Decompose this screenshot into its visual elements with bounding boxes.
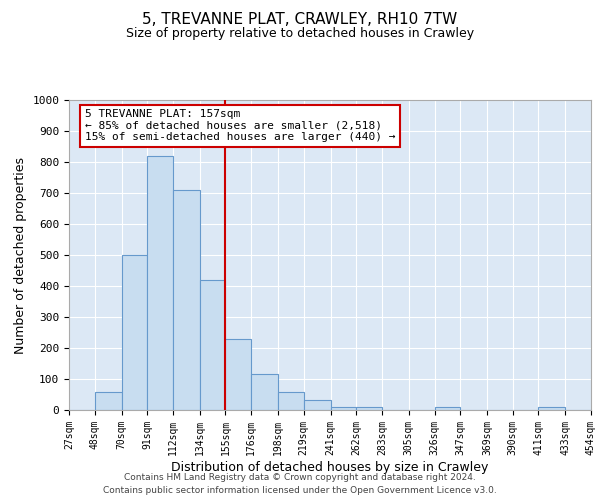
Bar: [251, 374, 278, 410]
Bar: [95, 392, 122, 410]
Text: Contains HM Land Registry data © Crown copyright and database right 2024.: Contains HM Land Registry data © Crown c…: [124, 472, 476, 482]
Bar: [278, 392, 304, 410]
Bar: [304, 400, 331, 410]
Text: Contains public sector information licensed under the Open Government Licence v3: Contains public sector information licen…: [103, 486, 497, 495]
Bar: [331, 407, 356, 410]
Y-axis label: Number of detached properties: Number of detached properties: [14, 156, 27, 354]
Bar: [226, 338, 251, 410]
Text: 5, TREVANNE PLAT, CRAWLEY, RH10 7TW: 5, TREVANNE PLAT, CRAWLEY, RH10 7TW: [142, 12, 458, 28]
Bar: [200, 280, 226, 410]
Bar: [173, 190, 200, 410]
Text: 5 TREVANNE PLAT: 157sqm
← 85% of detached houses are smaller (2,518)
15% of semi: 5 TREVANNE PLAT: 157sqm ← 85% of detache…: [85, 110, 395, 142]
Text: Size of property relative to detached houses in Crawley: Size of property relative to detached ho…: [126, 28, 474, 40]
Bar: [147, 156, 173, 410]
X-axis label: Distribution of detached houses by size in Crawley: Distribution of detached houses by size …: [172, 460, 488, 473]
Bar: [538, 407, 565, 410]
Bar: [122, 255, 147, 410]
Bar: [434, 407, 460, 410]
Bar: [356, 407, 382, 410]
